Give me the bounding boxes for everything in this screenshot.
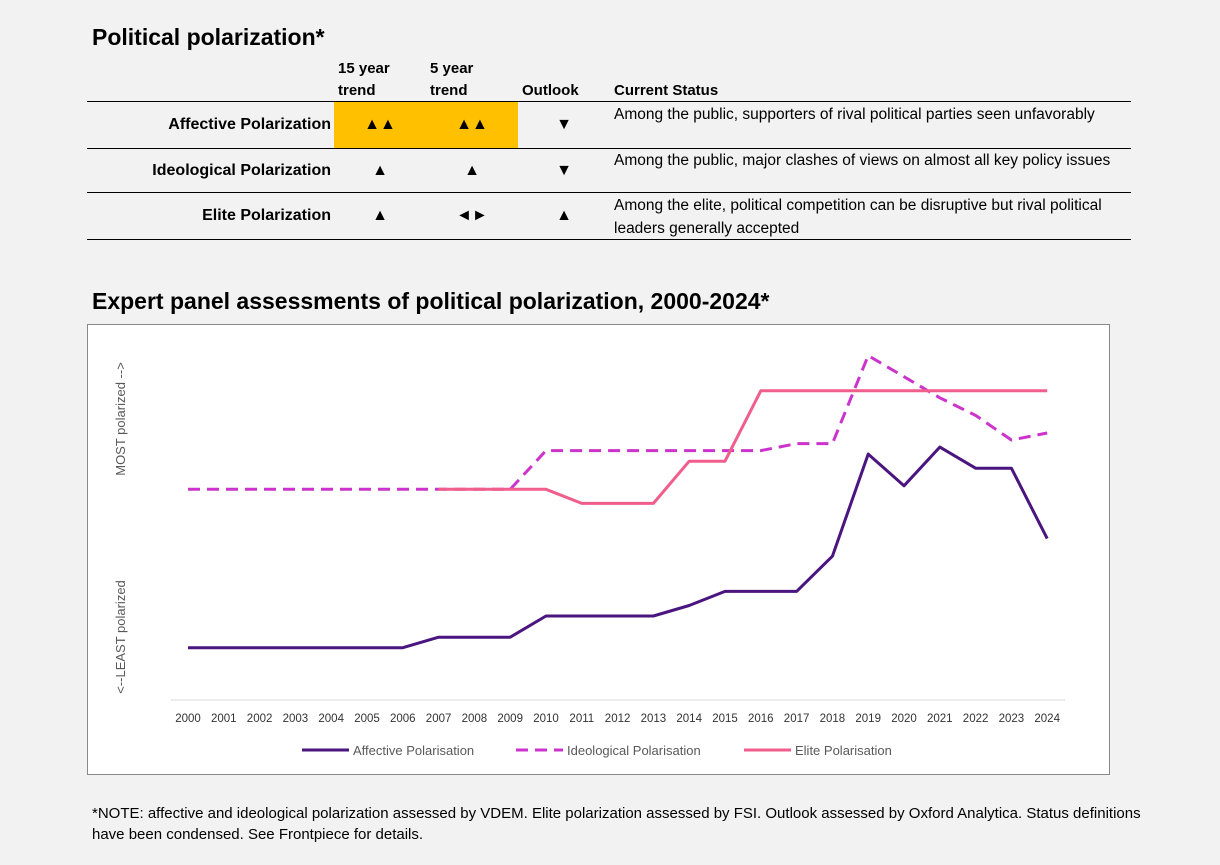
x-tick-label: 2011 [569,713,594,725]
x-tick-label: 2004 [318,713,344,725]
table-divider [87,101,1131,102]
x-tick-label: 2024 [1034,713,1060,725]
legend-label: Elite Polarisation [795,743,892,758]
x-tick-label: 2017 [784,713,810,725]
row-label-affective: Affective Polarization [168,116,331,133]
row-label-ideological: Ideological Polarization [152,162,331,179]
x-tick-label: 2013 [641,713,667,725]
header-outlook: Outlook [522,82,579,99]
header-current-status: Current Status [614,82,719,99]
x-tick-label: 2019 [855,713,881,725]
table-divider [87,148,1131,149]
x-tick-label: 2014 [676,713,702,725]
x-tick-label: 2010 [533,713,559,725]
x-tick-label: 2016 [748,713,774,725]
trend-highlight [334,102,518,148]
series-line-2 [438,389,1048,505]
x-tick-label: 2003 [283,713,309,725]
x-tick-label: 2006 [390,713,416,725]
status-elite: Among the elite, political competition c… [614,197,1102,237]
outlook-elite: ▲ [556,207,572,224]
table-divider [87,192,1131,193]
trend-5-affective: ▲▲ [456,116,488,133]
series-line-1 [188,354,1048,491]
x-tick-label: 2022 [963,713,989,725]
chart-area: 2000 2001 2002 2003 2004 2005 2006 2007 2008 2009… [87,324,1110,775]
status-affective: Among the public, supporters of rival po… [614,106,1095,123]
line-chart: 2000 2001 2002 2003 2004 2005 2006 2007 2008 2009… [113,354,1065,758]
row-label-elite: Elite Polarization [202,207,331,224]
header-5-year-trend: 5 year trend [430,60,474,99]
x-tick-label: 2018 [820,713,846,725]
legend-label: Ideological Polarisation [567,743,701,758]
x-tick-label: 2000 [175,713,201,725]
x-tick-label: 2023 [999,713,1025,725]
trend-15-affective: ▲▲ [364,116,396,133]
trend-15-elite: ▲ [372,207,388,224]
x-tick-label: 2020 [891,713,917,725]
table-divider [87,239,1131,240]
footnote: *NOTE: affective and ideological polariz… [92,805,1141,843]
status-ideological: Among the public, major clashes of views… [614,152,1111,169]
trend-15-ideological: ▲ [372,162,388,179]
x-tick-label: 2002 [247,713,273,725]
x-tick-label: 2007 [426,713,452,725]
x-tick-label: 2012 [605,713,631,725]
series-line-0 [188,445,1049,650]
y-axis-label-low: <--LEAST polarized [113,580,128,694]
x-tick-label: 2009 [497,713,523,725]
x-tick-label: 2008 [462,713,488,725]
header-15-year-trend: 15 year trend [338,60,390,99]
x-tick-label: 2005 [354,713,380,725]
outlook-ideological: ▼ [556,162,572,179]
x-tick-label: 2021 [927,713,953,725]
chart-title: Expert panel assessments of political po… [92,288,770,314]
x-tick-label: 2015 [712,713,738,725]
trend-5-elite: ◄► [456,207,488,224]
trend-5-ideological: ▲ [464,162,480,179]
outlook-affective: ▼ [556,116,572,133]
x-tick-label: 2001 [211,713,237,725]
y-axis-label-high: MOST polarized --> [113,362,128,476]
legend-label: Affective Polarisation [353,743,474,758]
table-title: Political polarization* [92,24,325,50]
